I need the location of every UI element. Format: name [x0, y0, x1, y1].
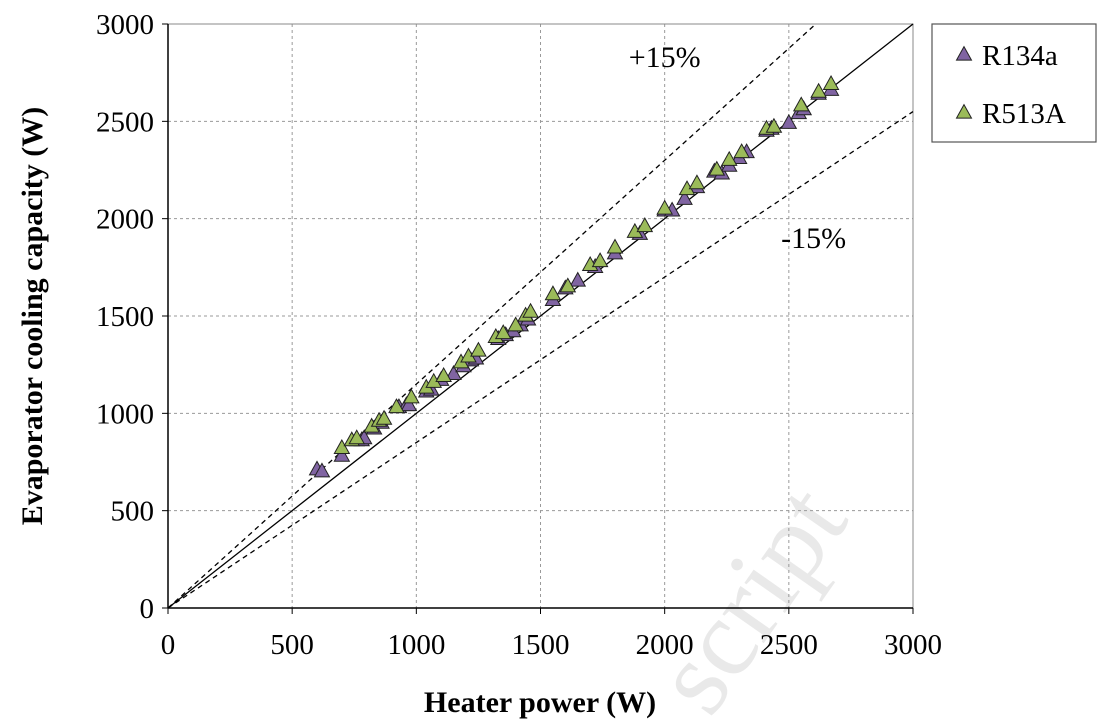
tick-labels: 0 500 1000 1500 2000 2500 3000 0 500 1000 1500 2000… — [96, 9, 942, 661]
annotation-label: -15% — [781, 222, 846, 255]
data-point-r513a — [591, 252, 609, 268]
x-tick-label: 500 — [270, 629, 314, 661]
data-points — [308, 74, 840, 478]
data-point-r513a — [688, 174, 706, 190]
data-point-r134a — [780, 113, 798, 129]
data-point-r513a — [720, 150, 738, 166]
y-tick-label: 1500 — [96, 301, 154, 333]
data-point-r513a — [348, 429, 366, 445]
data-point-r513a — [403, 388, 420, 404]
data-point-r134a — [313, 462, 331, 478]
data-point-r513a — [388, 398, 405, 414]
y-tick-label: 1000 — [96, 398, 154, 430]
watermark: script — [630, 464, 870, 724]
y-tick-label: 3000 — [96, 9, 154, 41]
annotation-label: +15% — [629, 41, 701, 74]
data-point-r513a — [507, 316, 525, 332]
legend: R134a R513A — [931, 23, 1097, 143]
data-point-r513a — [822, 74, 840, 90]
data-point-r134a — [400, 396, 418, 412]
legend-marker — [955, 103, 973, 119]
y-tick-label: 2500 — [96, 106, 154, 138]
data-point-r513a — [765, 117, 783, 133]
x-tick-label: 0 — [161, 629, 176, 661]
y-tick-label: 0 — [140, 593, 155, 625]
legend-box — [931, 23, 1097, 143]
x-axis-title: Heater power (W) — [424, 686, 656, 719]
data-point-r513a — [810, 82, 827, 98]
data-point-r513a — [606, 238, 624, 254]
x-tick-label: 1000 — [387, 629, 445, 661]
data-point-r513a — [375, 409, 393, 425]
data-point-r513a — [656, 199, 674, 215]
data-point-r513a — [792, 96, 810, 112]
data-point-r513a — [435, 366, 452, 382]
annotations: +15% -15% — [629, 41, 846, 255]
data-point-r134a — [333, 446, 351, 462]
data-point-r513a — [733, 143, 750, 159]
legend-label: R513A — [982, 98, 1066, 130]
data-point-r134a — [445, 365, 462, 381]
data-point-r513a — [636, 217, 654, 233]
x-tick-label: 3000 — [884, 629, 942, 661]
data-point-r134a — [676, 189, 693, 205]
legend-label: R134a — [982, 40, 1058, 72]
data-point-r513a — [559, 277, 577, 293]
data-point-r513a — [333, 438, 351, 455]
data-point-r513a — [544, 285, 562, 301]
x-tick-label: 2500 — [760, 629, 818, 661]
data-point-r134a — [569, 271, 587, 287]
legend-marker — [955, 45, 973, 61]
y-axis-title: Evaporator cooling capacity (W) — [16, 107, 49, 526]
data-point-r513a — [470, 341, 487, 357]
data-point-r513a — [708, 160, 726, 176]
x-tick-label: 2000 — [636, 629, 694, 661]
data-point-r513a — [522, 302, 539, 318]
y-tick-label: 2000 — [96, 204, 154, 236]
data-point-r513a — [494, 324, 512, 340]
x-tick-label: 1500 — [512, 629, 570, 661]
y-tick-label: 500 — [111, 496, 155, 528]
deviation-line — [167, 23, 817, 609]
watermark-text: script — [630, 464, 870, 724]
